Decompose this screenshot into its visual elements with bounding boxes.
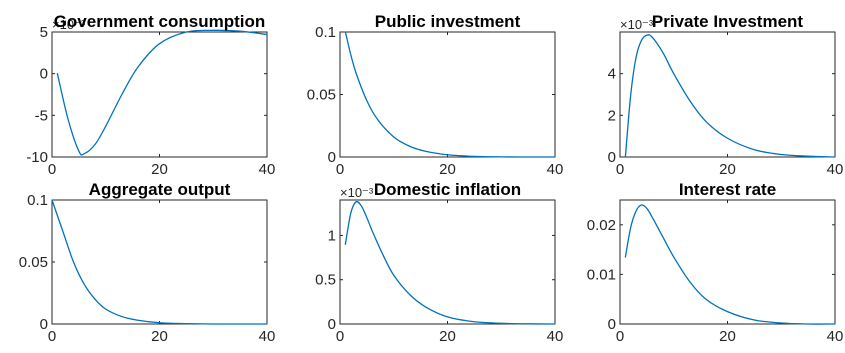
y-tick-label: 0	[608, 316, 616, 333]
x-tick-label: 40	[547, 161, 564, 178]
series-line-1	[51, 199, 268, 325]
x-tick-label: 20	[719, 161, 736, 178]
y-tick-label: 0.02	[587, 217, 616, 234]
x-tick-label: 40	[547, 328, 564, 345]
x-tick-label: 20	[151, 328, 168, 345]
y-tick-label: 0	[328, 149, 336, 166]
y-tick-label: 0.1	[27, 192, 48, 209]
x-tick-label: 0	[616, 328, 624, 345]
series-line-1	[56, 29, 268, 156]
x-tick-label: 20	[151, 161, 168, 178]
y-tick-label: 1	[328, 227, 336, 244]
axes-box	[51, 199, 268, 325]
x-tick-label: 20	[439, 328, 456, 345]
x-tick-label: 40	[827, 161, 844, 178]
axes-box	[51, 31, 268, 158]
subplot-6: 0 20 40 0 0.01 0.02 Interest rate	[587, 180, 844, 345]
y-tick-label: 4	[608, 66, 616, 83]
axes-box	[339, 199, 556, 325]
subplot-title: Government consumption	[54, 12, 266, 31]
y-tick-label: 0.01	[587, 266, 616, 283]
y-tick-label: 2	[608, 107, 616, 124]
y-tick-label: 0	[328, 316, 336, 333]
x-tick-label: 0	[48, 161, 56, 178]
y-tick-label: 0	[40, 66, 48, 83]
x-tick-label: 0	[48, 328, 56, 345]
x-tick-label: 20	[439, 161, 456, 178]
axes-box	[619, 199, 836, 325]
y-tick-label: 5	[40, 24, 48, 41]
series-line-1	[624, 34, 836, 158]
x-tick-label: 40	[259, 161, 276, 178]
x-tick-label: 0	[336, 328, 344, 345]
y-tick-label: 0	[40, 316, 48, 333]
x-tick-label: 40	[827, 328, 844, 345]
subplot-title: Domestic inflation	[374, 180, 521, 199]
subplot-4: 0 20 40 0 0.05 0.1 Aggregate output	[19, 180, 276, 345]
axes-box	[619, 31, 836, 158]
subplot-title: Interest rate	[679, 180, 776, 199]
y-tick-label: 0.1	[315, 24, 336, 41]
x-tick-label: 0	[336, 161, 344, 178]
y-tick-label: 0.05	[19, 254, 48, 271]
subplot-title: Public investment	[375, 12, 521, 31]
y-exponent-label: ×10⁻³	[52, 17, 86, 32]
y-tick-label: 0.5	[315, 272, 336, 289]
series-line-1	[344, 200, 556, 325]
y-tick-label: 0	[608, 149, 616, 166]
y-exponent-label: ×10⁻³	[620, 17, 654, 32]
subplot-5: 0 20 40 0 0.5 1 ×10⁻³ Domestic inflation	[315, 180, 563, 345]
y-tick-label: -5	[35, 107, 48, 124]
subplot-title: Aggregate output	[89, 180, 231, 199]
y-tick-label: -10	[26, 149, 48, 166]
subplot-2: 0 20 40 0 0.05 0.1 Public investment	[307, 12, 564, 178]
x-tick-label: 20	[719, 328, 736, 345]
series-line-1	[344, 31, 556, 158]
axes-box	[339, 31, 556, 158]
y-exponent-label: ×10⁻³	[340, 185, 374, 200]
x-tick-label: 0	[616, 161, 624, 178]
subplot-title: Private Investment	[652, 12, 804, 31]
x-tick-label: 40	[259, 328, 276, 345]
y-tick-label: 0.05	[307, 87, 336, 104]
series-line-1	[624, 204, 836, 325]
